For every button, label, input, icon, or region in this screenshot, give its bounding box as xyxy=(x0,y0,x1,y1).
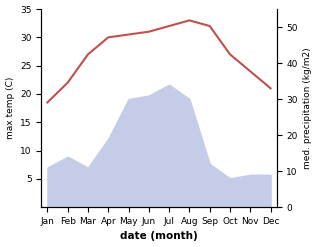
Y-axis label: max temp (C): max temp (C) xyxy=(5,77,15,139)
Y-axis label: med. precipitation (kg/m2): med. precipitation (kg/m2) xyxy=(303,47,313,169)
X-axis label: date (month): date (month) xyxy=(120,231,198,242)
